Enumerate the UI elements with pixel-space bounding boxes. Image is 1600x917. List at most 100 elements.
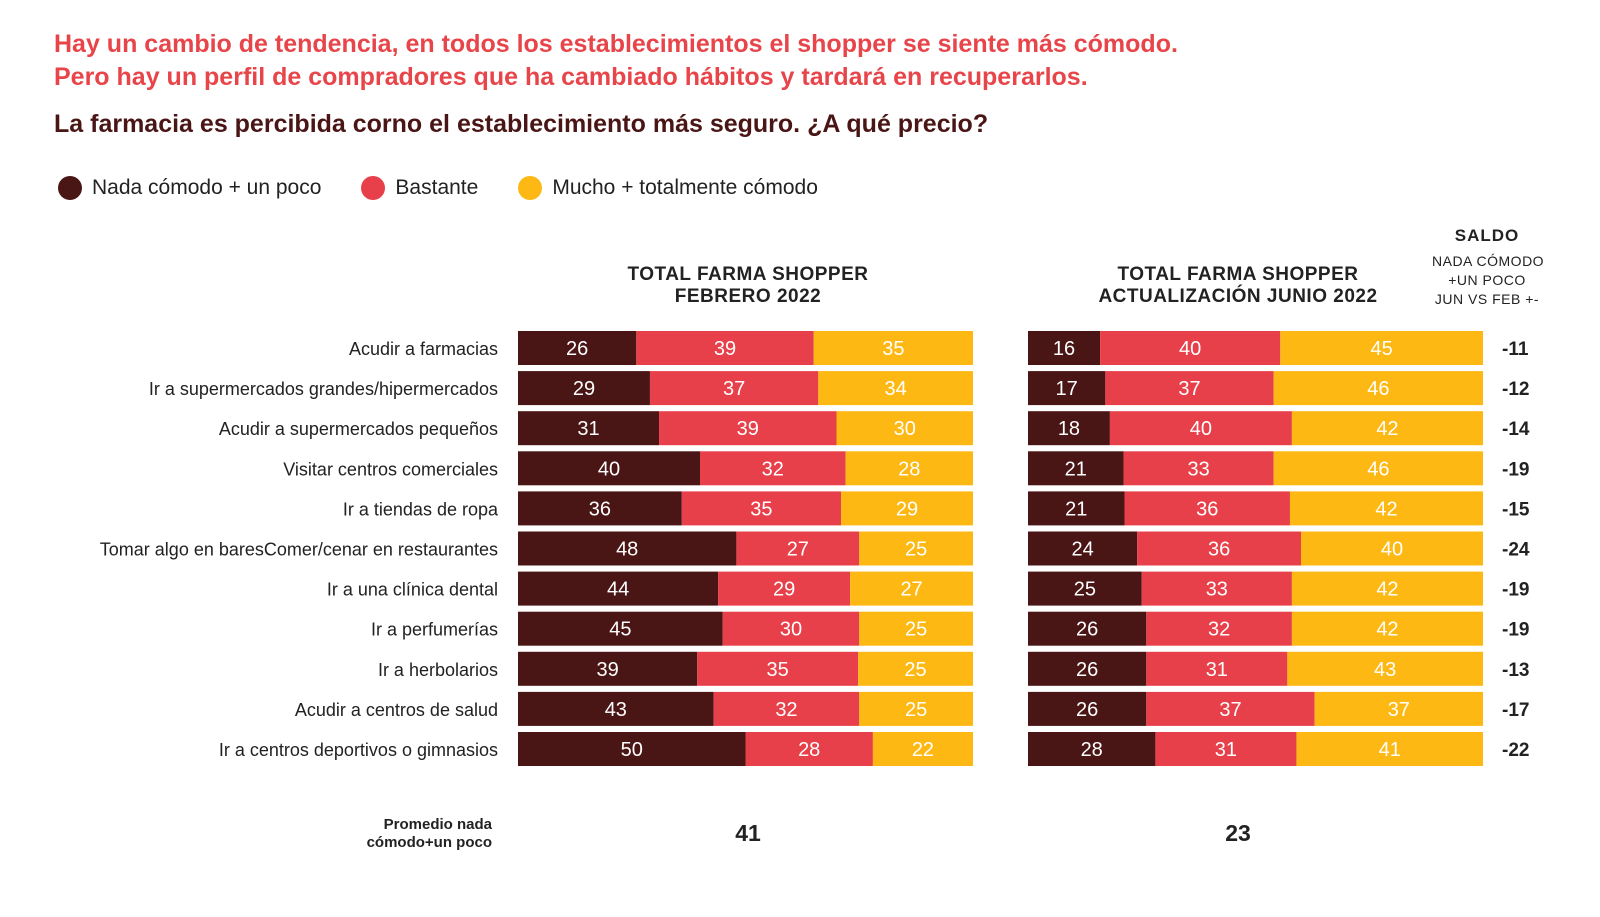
bar-segment <box>518 371 650 406</box>
bar-segment <box>1146 611 1292 646</box>
category-label: Visitar centros comerciales <box>283 459 498 479</box>
bar-value-label: 28 <box>798 739 820 761</box>
bar-segment <box>745 732 873 766</box>
bar-segment <box>813 331 973 365</box>
bar-segment <box>697 651 859 686</box>
saldo-value: -24 <box>1502 540 1530 561</box>
bar-segment <box>700 451 846 486</box>
bar-segment <box>1109 411 1292 446</box>
bar-value-label: 22 <box>912 739 934 761</box>
category-label: Ir a tiendas de ropa <box>343 499 499 519</box>
saldo-value: -17 <box>1502 700 1529 721</box>
bar-value-label: 35 <box>750 498 772 520</box>
bar-value-label: 42 <box>1376 579 1398 601</box>
saldo-sub-3: JUN VS FEB +- <box>1434 291 1540 307</box>
bar-value-label: 40 <box>598 458 620 480</box>
bar-segment <box>841 491 973 526</box>
bar-segment <box>518 571 719 606</box>
category-label: Ir a una clínica dental <box>327 580 498 600</box>
bar-segment <box>1273 451 1483 486</box>
bar-value-label: 42 <box>1376 418 1398 440</box>
bar-value-label: 40 <box>1179 338 1201 360</box>
bar-value-label: 24 <box>1071 539 1093 561</box>
bar-value-label: 26 <box>566 338 588 360</box>
bar-segment <box>1028 651 1147 686</box>
bar-segment <box>1273 371 1483 406</box>
bar-value-label: 29 <box>573 378 595 400</box>
bar-value-label: 43 <box>1374 659 1396 681</box>
bar-value-label: 45 <box>1371 338 1393 360</box>
bar-segment <box>1296 732 1483 766</box>
bar-segment <box>850 571 973 606</box>
bar-value-label: 39 <box>714 338 736 360</box>
saldo-value: -12 <box>1502 379 1529 400</box>
bar-segment <box>836 411 973 446</box>
bar-value-label: 16 <box>1053 338 1075 360</box>
bar-value-label: 44 <box>607 579 629 601</box>
bar-segment <box>1146 651 1288 686</box>
bar-segment <box>649 371 819 406</box>
bar-value-label: 42 <box>1375 498 1397 520</box>
bar-value-label: 33 <box>1188 458 1210 480</box>
legend-item-mucho: Mucho + totalmente cómodo <box>518 176 818 200</box>
bar-segment <box>818 371 973 406</box>
bar-segment <box>1291 571 1483 606</box>
saldo-header: SALDO NADA CÓMODO +UN POCO JUN VS FEB +- <box>1432 226 1545 309</box>
bar-segment <box>1123 451 1274 486</box>
saldo-value: -15 <box>1502 499 1530 520</box>
bar-value-label: 37 <box>1388 699 1410 721</box>
legend-dot-bastante <box>361 176 386 200</box>
bar-value-label: 27 <box>787 539 809 561</box>
bar-value-label: 48 <box>616 539 638 561</box>
category-label: Ir a supermercados grandes/hipermercados <box>149 379 498 399</box>
panel-title-feb-line1: TOTAL FARMA SHOPPER <box>627 264 869 285</box>
bar-segment <box>1137 531 1301 566</box>
bar-segment <box>713 691 860 726</box>
bar-value-label: 31 <box>1215 739 1237 761</box>
bar-value-label: 32 <box>775 699 797 721</box>
bar-value-label: 45 <box>609 619 631 641</box>
legend-label-mucho: Mucho + totalmente cómodo <box>552 176 818 199</box>
saldo-value: -14 <box>1502 419 1530 440</box>
bar-value-label: 41 <box>1379 739 1401 761</box>
bar-segment <box>722 611 860 646</box>
bar-value-label: 43 <box>605 699 627 721</box>
category-label: Ir a herbolarios <box>378 660 498 680</box>
saldo-value: -22 <box>1502 740 1529 761</box>
bar-value-label: 40 <box>1190 418 1212 440</box>
bar-segment <box>1028 491 1125 526</box>
legend-item-bastante: Bastante <box>361 176 478 200</box>
promedio-label: Promedio nada cómodo+un poco <box>300 816 492 852</box>
bar-value-label: 34 <box>885 378 907 400</box>
bar-segment <box>518 491 682 526</box>
bar-value-label: 46 <box>1367 458 1389 480</box>
bar-value-label: 27 <box>900 579 922 601</box>
bar-value-label: 35 <box>767 659 789 681</box>
bar-value-label: 36 <box>1208 539 1230 561</box>
bar-segment <box>1155 732 1297 766</box>
bar-segment <box>1028 611 1147 646</box>
bar-segment <box>1280 331 1483 365</box>
bar-value-label: 31 <box>1206 659 1228 681</box>
bar-segment <box>1028 732 1156 766</box>
bar-segment <box>1141 571 1292 606</box>
bar-value-label: 50 <box>621 739 643 761</box>
category-label: Ir a centros deportivos o gimnasios <box>219 740 498 760</box>
bar-value-label: 18 <box>1058 418 1080 440</box>
bar-value-label: 28 <box>898 458 920 480</box>
bar-segment <box>845 451 973 486</box>
bar-value-label: 37 <box>1219 699 1241 721</box>
bar-segment <box>1028 691 1147 726</box>
saldo-sub-1: NADA CÓMODO <box>1432 253 1545 269</box>
panel-title-jun-line2: ACTUALIZACIÓN JUNIO 2022 <box>1098 286 1378 307</box>
bar-segment <box>1291 611 1483 646</box>
bar-value-label: 39 <box>737 418 759 440</box>
legend: Nada cómodo + un poco Bastante Mucho + t… <box>58 176 858 200</box>
bar-value-label: 30 <box>894 418 916 440</box>
bar-value-label: 21 <box>1065 458 1087 480</box>
bar-value-label: 36 <box>1196 498 1218 520</box>
bar-segment <box>1028 571 1142 606</box>
bar-segment <box>1028 451 1124 486</box>
legend-dot-mucho <box>518 176 543 200</box>
panel-title-jun: TOTAL FARMA SHOPPER ACTUALIZACIÓN JUNIO … <box>1008 264 1468 308</box>
